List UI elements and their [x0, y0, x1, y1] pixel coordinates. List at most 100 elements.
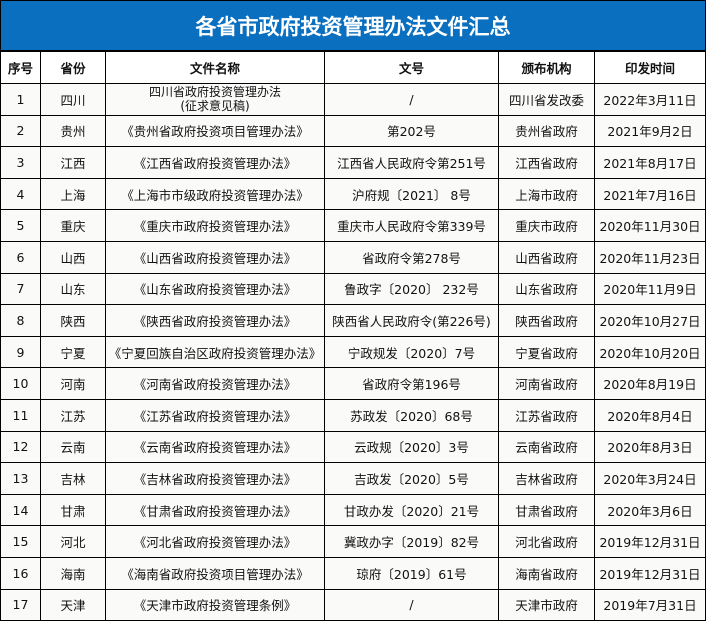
cell-issue-date: 2021年8月17日 — [594, 146, 706, 179]
cell-document-name: 《江苏省政府投资管理办法》 — [105, 398, 325, 432]
cell-issue-date: 2020年3月24日 — [594, 462, 706, 495]
header-document-name: 文件名称 — [105, 51, 325, 84]
cell-index: 17 — [0, 588, 41, 622]
cell-issuer: 吉林省政府 — [498, 462, 595, 495]
table-row: 15 河北 《河北省政府投资管理办法》 冀政办字〔2019〕82号 河北省政府 2019年… — [0, 525, 706, 558]
header-issuer: 颁布机构 — [498, 51, 595, 84]
cell-province: 陕西 — [40, 304, 106, 337]
cell-issue-date: 2021年7月16日 — [594, 177, 706, 211]
cell-index: 13 — [0, 462, 41, 495]
cell-document-name: 《上海市市级政府投资管理办法》 — [105, 177, 325, 211]
cell-province: 天津 — [40, 588, 106, 622]
cell-document-name: 《重庆市政府投资管理办法》 — [105, 209, 325, 242]
cell-index: 8 — [0, 304, 41, 337]
cell-document-number: 琼府〔2019〕61号 — [324, 556, 499, 590]
table-row: 17 天津 《天津市政府投资管理条例》 / 天津市政府 2019年7月31日 — [0, 588, 706, 622]
cell-index: 3 — [0, 146, 41, 179]
cell-issuer: 上海市政府 — [498, 177, 595, 211]
cell-issue-date: 2019年12月31日 — [594, 525, 706, 558]
cell-index: 2 — [0, 114, 41, 148]
cell-document-name: 《天津市政府投资管理条例》 — [105, 588, 325, 622]
cell-issue-date: 2019年7月31日 — [594, 588, 706, 622]
cell-document-number: 苏政发〔2020〕68号 — [324, 398, 499, 432]
cell-issuer: 山东省政府 — [498, 272, 595, 306]
header-index: 序号 — [0, 51, 41, 84]
cell-province: 上海 — [40, 177, 106, 211]
cell-document-number: / — [324, 588, 499, 622]
cell-document-number: 省政府令第196号 — [324, 367, 499, 400]
cell-issue-date: 2021年9月2日 — [594, 114, 706, 148]
cell-index: 5 — [0, 209, 41, 242]
cell-issuer: 陕西省政府 — [498, 304, 595, 337]
cell-document-name: 《山东省政府投资管理办法》 — [105, 272, 325, 306]
cell-document-number: 沪府规〔2021〕 8号 — [324, 177, 499, 211]
cell-index: 14 — [0, 493, 41, 527]
cell-index: 7 — [0, 272, 41, 306]
cell-issue-date: 2020年10月20日 — [594, 335, 706, 369]
header-issue-date: 印发时间 — [594, 51, 706, 84]
cell-issuer: 宁夏省政府 — [498, 335, 595, 369]
cell-index: 4 — [0, 177, 41, 211]
cell-issue-date: 2020年10月27日 — [594, 304, 706, 337]
table-row: 6 山西 《山西省政府投资管理办法》 省政府令第278号 山西省政府 2020年11月23… — [0, 240, 706, 274]
table-row: 14 甘肃 《甘肃省政府投资管理办法》 甘政办发〔2020〕21号 甘肃省政府 2020年… — [0, 493, 706, 527]
table-row: 10 河南 《河南省政府投资管理办法》 省政府令第196号 河南省政府 2020年8月19… — [0, 367, 706, 400]
cell-document-number: 第202号 — [324, 114, 499, 148]
cell-issue-date: 2020年11月23日 — [594, 240, 706, 274]
cell-province: 吉林 — [40, 462, 106, 495]
cell-document-number: 省政府令第278号 — [324, 240, 499, 274]
cell-province: 江西 — [40, 146, 106, 179]
table-row: 1 四川 四川省政府投资管理办法 (征求意见稿) / 四川省发改委 2022年3月11日 — [0, 83, 706, 116]
cell-province: 江苏 — [40, 398, 106, 432]
table-row: 9 宁夏 《宁夏回族自治区政府投资管理办法》 宁政规发〔2020〕7号 宁夏省政府 202… — [0, 335, 706, 369]
cell-province: 宁夏 — [40, 335, 106, 369]
cell-document-number: 吉政发〔2020〕5号 — [324, 462, 499, 495]
cell-province: 山西 — [40, 240, 106, 274]
cell-document-name: 《河南省政府投资管理办法》 — [105, 367, 325, 400]
header-document-number: 文号 — [324, 51, 499, 84]
cell-document-number: 鲁政字〔2020〕 232号 — [324, 272, 499, 306]
cell-issuer: 海南省政府 — [498, 556, 595, 590]
cell-document-number: 云政规〔2020〕3号 — [324, 430, 499, 464]
table-row: 11 江苏 《江苏省政府投资管理办法》 苏政发〔2020〕68号 江苏省政府 2020年8… — [0, 398, 706, 432]
cell-document-number: 陕西省人民政府令(第226号) — [324, 304, 499, 337]
cell-province: 重庆 — [40, 209, 106, 242]
cell-issue-date: 2020年8月19日 — [594, 367, 706, 400]
table-row: 8 陕西 《陕西省政府投资管理办法》 陕西省人民政府令(第226号) 陕西省政府 2020… — [0, 304, 706, 337]
cell-index: 6 — [0, 240, 41, 274]
table-header-row: 序号 省份 文件名称 文号 颁布机构 印发时间 — [0, 51, 706, 84]
cell-province: 河南 — [40, 367, 106, 400]
cell-document-name: 《陕西省政府投资管理办法》 — [105, 304, 325, 337]
page-title: 各省市政府投资管理办法文件汇总 — [0, 0, 706, 51]
cell-document-number: 甘政办发〔2020〕21号 — [324, 493, 499, 527]
cell-document-name: 四川省政府投资管理办法 (征求意见稿) — [105, 83, 325, 116]
table-row: 5 重庆 《重庆市政府投资管理办法》 重庆市人民政府令第339号 重庆市政府 2020年1… — [0, 209, 706, 242]
table-row: 16 海南 《海南省政府投资项目管理办法》 琼府〔2019〕61号 海南省政府 2019年… — [0, 556, 706, 590]
cell-index: 10 — [0, 367, 41, 400]
cell-issue-date: 2020年3月6日 — [594, 493, 706, 527]
cell-index: 15 — [0, 525, 41, 558]
table-row: 13 吉林 《吉林省政府投资管理办法》 吉政发〔2020〕5号 吉林省政府 2020年3月… — [0, 462, 706, 495]
table-row: 3 江西 《江西省政府投资管理办法》 江西省人民政府令第251号 江西省政府 2021年8… — [0, 146, 706, 179]
cell-province: 河北 — [40, 525, 106, 558]
cell-document-name: 《贵州省政府投资项目管理办法》 — [105, 114, 325, 148]
cell-document-name: 《河北省政府投资管理办法》 — [105, 525, 325, 558]
cell-document-number: / — [324, 83, 499, 116]
cell-issuer: 贵州省政府 — [498, 114, 595, 148]
cell-document-name: 《江西省政府投资管理办法》 — [105, 146, 325, 179]
cell-index: 9 — [0, 335, 41, 369]
cell-issuer: 江西省政府 — [498, 146, 595, 179]
cell-document-name: 《甘肃省政府投资管理办法》 — [105, 493, 325, 527]
cell-province: 山东 — [40, 272, 106, 306]
header-province: 省份 — [40, 51, 106, 84]
cell-issue-date: 2020年8月3日 — [594, 430, 706, 464]
cell-document-name: 《山西省政府投资管理办法》 — [105, 240, 325, 274]
cell-document-number: 江西省人民政府令第251号 — [324, 146, 499, 179]
cell-document-name: 《宁夏回族自治区政府投资管理办法》 — [105, 335, 325, 369]
table-row: 4 上海 《上海市市级政府投资管理办法》 沪府规〔2021〕 8号 上海市政府 2021年… — [0, 177, 706, 211]
cell-province: 云南 — [40, 430, 106, 464]
cell-issue-date: 2022年3月11日 — [594, 83, 706, 116]
cell-document-number: 冀政办字〔2019〕82号 — [324, 525, 499, 558]
cell-issuer: 天津市政府 — [498, 588, 595, 622]
cell-document-name: 《海南省政府投资项目管理办法》 — [105, 556, 325, 590]
